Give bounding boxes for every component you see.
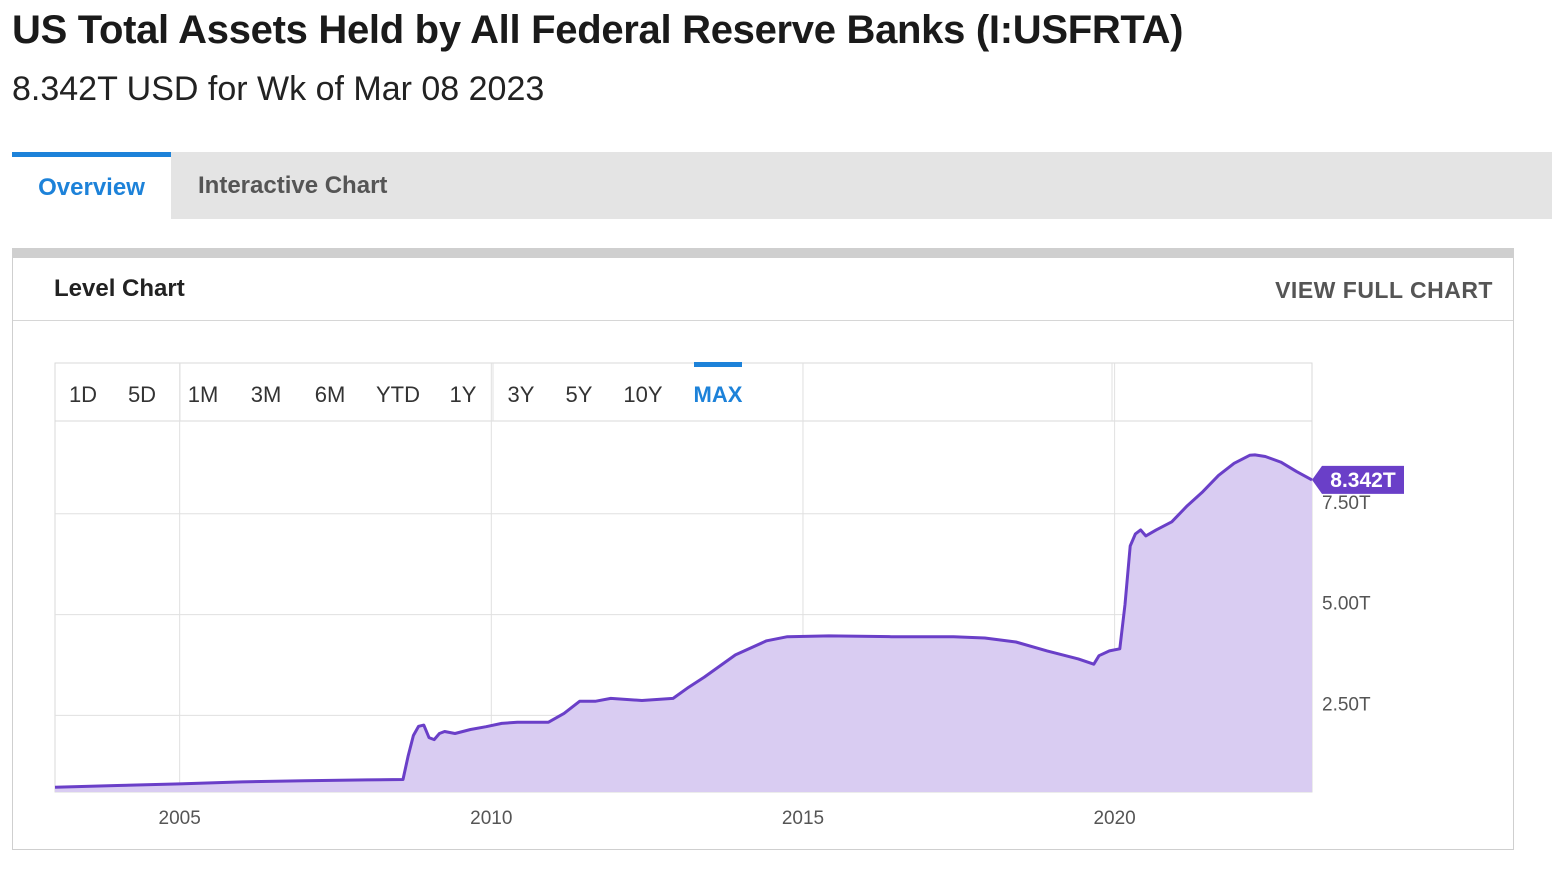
x-tick-label: 2010: [470, 808, 512, 829]
range-3m-button[interactable]: 3M: [251, 382, 282, 407]
range-1m-button[interactable]: 1M: [188, 382, 219, 407]
range-10y-button[interactable]: 10Y: [623, 382, 662, 407]
view-full-chart-link[interactable]: VIEW FULL CHART: [1275, 277, 1493, 303]
last-value-badge: [1312, 465, 1404, 494]
range-ytd-button[interactable]: YTD: [376, 382, 420, 407]
range-1d-button[interactable]: 1D: [69, 382, 97, 407]
range-active-indicator: [694, 362, 742, 367]
x-tick-label: 2015: [782, 808, 824, 829]
series-area-fill: [55, 454, 1312, 792]
y-tick-label: 5.00T: [1322, 594, 1371, 615]
page-title: US Total Assets Held by All Federal Rese…: [12, 8, 1184, 52]
tab-bar: Overview Interactive Chart: [12, 152, 1552, 219]
page-subtitle: 8.342T USD for Wk of Mar 08 2023: [12, 70, 545, 108]
range-5d-button[interactable]: 5D: [128, 382, 156, 407]
y-tick-label: 2.50T: [1322, 694, 1371, 715]
tab-interactive-chart[interactable]: Interactive Chart: [198, 171, 388, 199]
range-3y-button[interactable]: 3Y: [508, 382, 535, 407]
tab-overview[interactable]: Overview: [12, 152, 171, 219]
card-title: Level Chart: [54, 275, 185, 302]
range-max-button[interactable]: MAX: [694, 382, 743, 407]
series-line: [54, 453, 1313, 789]
last-value-label: 8.342T: [1330, 469, 1396, 492]
range-6m-button[interactable]: 6M: [315, 382, 346, 407]
y-tick-label: 7.50T: [1322, 493, 1371, 514]
range-1y-button[interactable]: 1Y: [450, 382, 477, 407]
x-tick-label: 2020: [1093, 808, 1135, 829]
range-5y-button[interactable]: 5Y: [566, 382, 593, 407]
card-header: Level Chart VIEW FULL CHART: [13, 258, 1513, 321]
x-tick-label: 2005: [159, 808, 201, 829]
